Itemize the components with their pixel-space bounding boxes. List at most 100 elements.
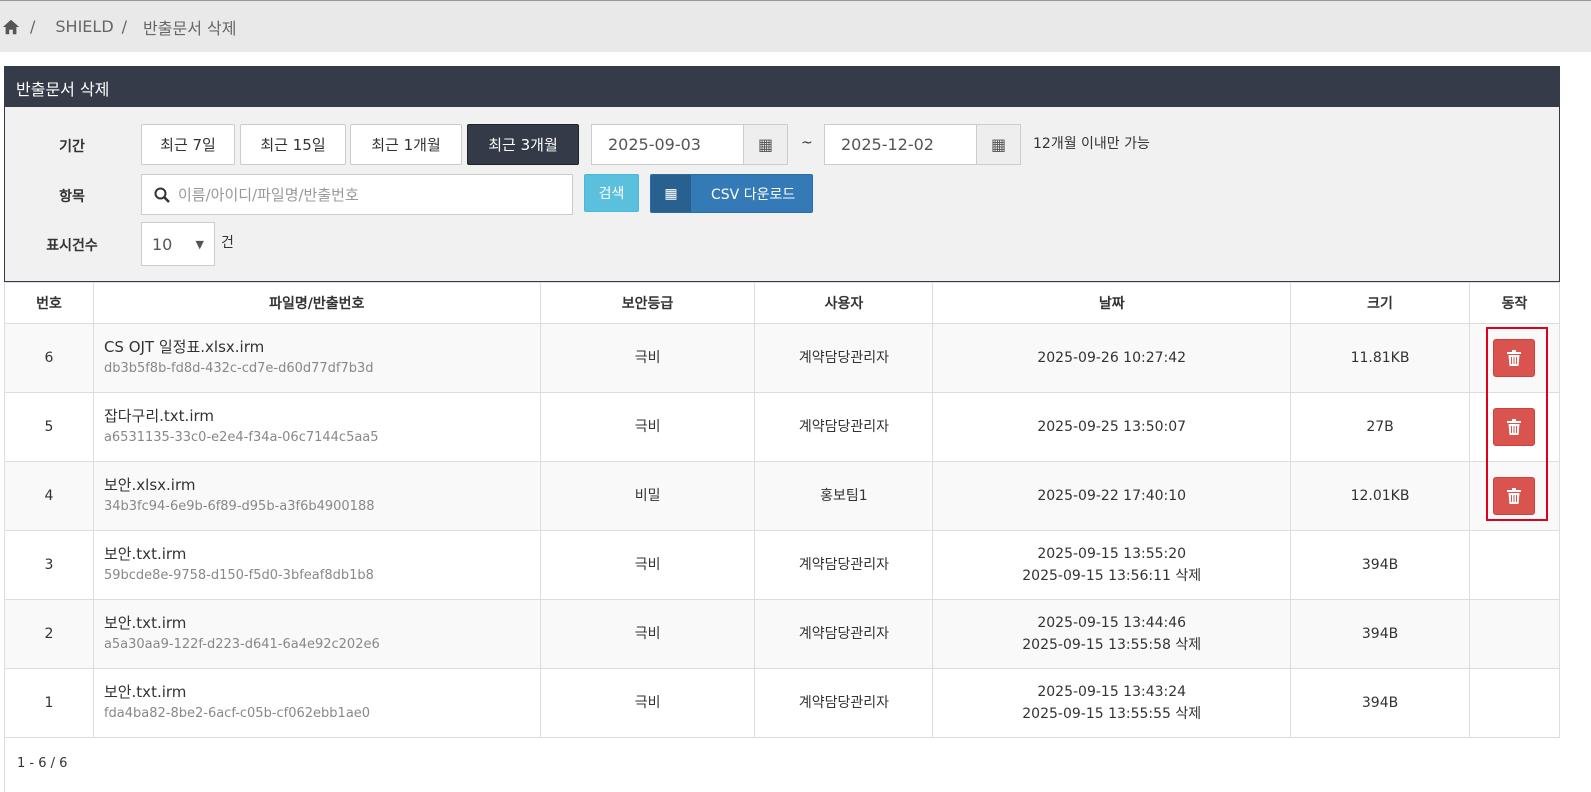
period-7d-button[interactable]: 최근 7일 (141, 124, 235, 165)
column-header: 사용자 (754, 282, 934, 324)
export-date: 2025-09-22 17:40:10 (1037, 488, 1187, 504)
file-size: 394B (1290, 530, 1470, 600)
period-15d-button[interactable]: 최근 15일 (240, 124, 346, 165)
column-header: 크기 (1290, 282, 1470, 324)
end-date-value: 2025-12-02 (841, 135, 934, 154)
security-grade: 극비 (539, 392, 756, 462)
csv-download-label: CSV 다운로드 (711, 186, 796, 203)
calendar-icon[interactable]: ▦ (743, 125, 787, 164)
export-date: 2025-09-25 13:50:07 (1037, 419, 1187, 435)
row-number: 3 (4, 530, 94, 600)
count-select[interactable]: 10 ▼ (141, 222, 215, 266)
date-cell: 2025-09-15 13:55:20 2025-09-15 13:56:11 삭… (932, 530, 1292, 600)
search-icon (154, 187, 170, 203)
date-note: 12개월 이내만 가능 (1033, 136, 1150, 152)
deleted-date: 2025-09-15 13:55:58 삭제 (1022, 637, 1202, 653)
export-id: fda4ba82-8be2-6acf-c05b-cf062ebb1ae0 (103, 706, 371, 721)
home-icon[interactable] (2, 18, 20, 36)
deleted-date: 2025-09-15 13:56:11 삭제 (1022, 568, 1202, 584)
breadcrumb: / SHIELD / 반출문서 삭제 (0, 0, 1591, 52)
delete-button[interactable] (1493, 339, 1536, 377)
file-cell: 잡다구리.txt.irm a6531135-33c0-e2e4-f34a-06c7… (92, 392, 541, 462)
file-name: 보안.txt.irm (103, 614, 187, 632)
export-date: 2025-09-15 13:55:20 (1037, 546, 1187, 562)
count-unit: 건 (221, 235, 234, 251)
column-header: 번호 (4, 282, 94, 324)
file-cell: 보안.txt.irm fda4ba82-8be2-6acf-c05b-cf062e… (92, 668, 541, 738)
export-id: db3b5f8b-fd8d-432c-cd7e-d60d77df7b3d (103, 361, 374, 376)
row-number: 4 (4, 461, 94, 531)
date-cell: 2025-09-25 13:50:07 (932, 392, 1292, 462)
export-date: 2025-09-15 13:44:46 (1037, 615, 1187, 631)
user: 계약담당관리자 (754, 323, 934, 393)
security-grade: 극비 (539, 668, 756, 738)
action-cell (1468, 668, 1561, 738)
column-header: 보안등급 (539, 282, 756, 324)
breadcrumb-shield[interactable]: SHIELD (55, 17, 114, 36)
start-date-input[interactable]: 2025-09-03 ▦ (591, 124, 788, 165)
date-cell: 2025-09-15 13:43:24 2025-09-15 13:55:55 삭… (932, 668, 1292, 738)
chevron-down-icon: ▼ (195, 237, 204, 251)
end-date-input[interactable]: 2025-12-02 ▦ (824, 124, 1021, 165)
security-grade: 극비 (539, 323, 756, 393)
column-header: 파일명/반출번호 (92, 282, 541, 324)
deleted-date: 2025-09-15 13:55:55 삭제 (1022, 706, 1202, 722)
file-name: 보안.xlsx.irm (103, 476, 196, 494)
file-size: 394B (1290, 599, 1470, 669)
search-field[interactable] (141, 174, 573, 215)
table-icon: ▦ (651, 175, 691, 212)
export-date: 2025-09-26 10:27:42 (1037, 350, 1187, 366)
export-date: 2025-09-15 13:43:24 (1037, 684, 1187, 700)
breadcrumb-separator: / (121, 17, 128, 36)
table-row: 3 보안.txt.irm 59bcde8e-9758-d150-f5d0-3bfe… (4, 530, 1561, 600)
date-cell: 2025-09-15 13:44:46 2025-09-15 13:55:58 삭… (932, 599, 1292, 669)
csv-download-button[interactable]: ▦ CSV 다운로드 (650, 174, 813, 213)
trash-icon (1507, 488, 1522, 504)
row-number: 6 (4, 323, 94, 393)
export-id: 59bcde8e-9758-d150-f5d0-3bfeaf8db1b8 (103, 568, 374, 583)
export-id: a6531135-33c0-e2e4-f34a-06c7144c5aa5 (103, 430, 379, 445)
count-label: 표시건수 (46, 238, 98, 254)
table-row: 6 CS OJT 일정표.xlsx.irm db3b5f8b-fd8d-432c-… (4, 323, 1561, 393)
table-row: 2 보안.txt.irm a5a30aa9-122f-d223-d641-6a4e… (4, 599, 1561, 669)
delete-button[interactable] (1493, 408, 1536, 446)
filter-panel: 기간 최근 7일 최근 15일 최근 1개월 최근 3개월 2025-09-03… (4, 107, 1560, 282)
user: 계약담당관리자 (754, 530, 934, 600)
user: 계약담당관리자 (754, 668, 934, 738)
search-input[interactable] (178, 185, 558, 204)
search-button[interactable]: 검색 (584, 174, 639, 212)
file-size: 11.81KB (1290, 323, 1470, 393)
highlight-box (1486, 327, 1548, 521)
breadcrumb-separator: / (30, 17, 36, 36)
row-number: 5 (4, 392, 94, 462)
export-id: 34b3fc94-6e9b-6f89-d95b-a3f6b4900188 (103, 499, 375, 514)
security-grade: 극비 (539, 599, 756, 669)
pagination-summary: 1 - 6 / 6 (4, 738, 1560, 792)
table-row: 4 보안.xlsx.irm 34b3fc94-6e9b-6f89-d95b-a3f… (4, 461, 1561, 531)
row-number: 1 (4, 668, 94, 738)
file-cell: 보안.txt.irm a5a30aa9-122f-d223-d641-6a4e92… (92, 599, 541, 669)
column-header: 날짜 (932, 282, 1292, 324)
trash-icon (1507, 350, 1522, 366)
item-label: 항목 (59, 189, 85, 205)
file-cell: 보안.txt.irm 59bcde8e-9758-d150-f5d0-3bfeaf… (92, 530, 541, 600)
file-size: 394B (1290, 668, 1470, 738)
date-separator: ~ (801, 135, 813, 151)
action-cell (1468, 392, 1561, 462)
delete-button[interactable] (1493, 477, 1536, 515)
file-size: 12.01KB (1290, 461, 1470, 531)
security-grade: 비밀 (539, 461, 756, 531)
security-grade: 극비 (539, 530, 756, 600)
column-header: 동작 (1468, 282, 1561, 324)
period-label: 기간 (59, 139, 85, 155)
panel-title: 반출문서 삭제 (4, 66, 1560, 108)
user: 홍보팀1 (754, 461, 934, 531)
user: 계약담당관리자 (754, 599, 934, 669)
file-name: CS OJT 일정표.xlsx.irm (103, 338, 265, 356)
action-cell (1468, 599, 1561, 669)
file-cell: 보안.xlsx.irm 34b3fc94-6e9b-6f89-d95b-a3f6b… (92, 461, 541, 531)
table-row: 1 보안.txt.irm fda4ba82-8be2-6acf-c05b-cf06… (4, 668, 1561, 738)
period-1m-button[interactable]: 최근 1개월 (350, 124, 462, 165)
period-3m-button[interactable]: 최근 3개월 (467, 124, 579, 165)
calendar-icon[interactable]: ▦ (976, 125, 1020, 164)
